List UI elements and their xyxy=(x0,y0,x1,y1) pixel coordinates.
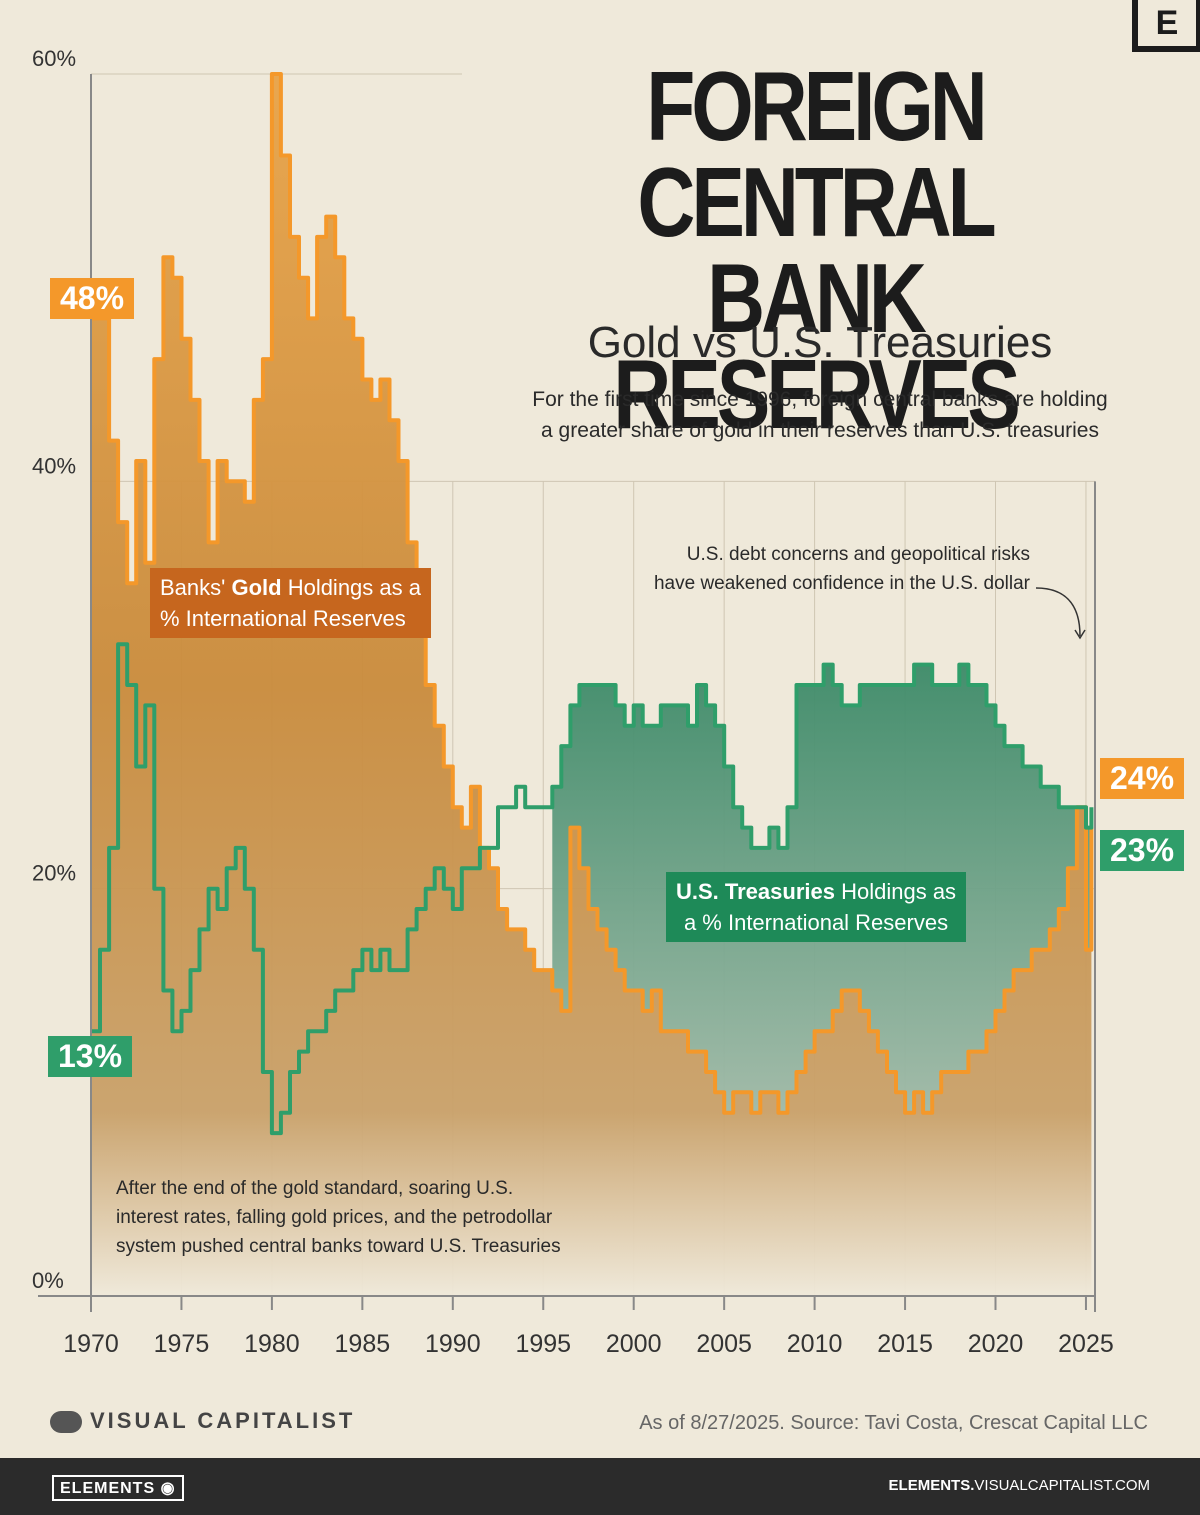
annotation-arrowhead xyxy=(1074,629,1086,640)
brand-letter: E xyxy=(1138,0,1196,46)
treasury-label-line-2: a % International Reserves xyxy=(683,910,949,935)
description: For the first time since 1996, foreign c… xyxy=(480,384,1160,446)
gold-label-pre: Banks' xyxy=(160,575,232,600)
y-tick-label: 60% xyxy=(32,46,76,71)
page-title: FOREIGN CENTRAL BANK RESERVES xyxy=(532,51,1098,449)
source-note: As of 8/27/2025. Source: Tavi Costa, Cre… xyxy=(639,1412,1148,1434)
subtitle: Gold vs U.S. Treasuries xyxy=(587,318,1053,367)
gold-series-line xyxy=(91,72,1094,1115)
y-tick-label: 40% xyxy=(32,453,76,478)
recent-annotation-line-1: U.S. debt concerns and geopolitical risk… xyxy=(686,544,1030,565)
x-tick-label: 1990 xyxy=(425,1330,481,1358)
elements-badge[interactable]: ELEMENTS ◉ xyxy=(52,1475,184,1501)
x-tick-label: 2010 xyxy=(787,1330,843,1358)
elements-badge-label: ELEMENTS xyxy=(60,1480,156,1497)
x-tick-label: 2015 xyxy=(877,1330,933,1358)
title-line-1: FOREIGN CENTRAL xyxy=(637,51,996,257)
brand-logo: E xyxy=(1132,0,1200,52)
treasury-label-bold: U.S. Treasuries xyxy=(676,879,835,904)
x-tick-label: 1975 xyxy=(154,1330,210,1358)
annotation-arrow xyxy=(1035,587,1081,637)
tick-labels: 1970 1975 1980 1985 1990 1995 2000 2005 2010 2015… xyxy=(32,46,1114,1358)
gold-label-line-2: % International Reserves xyxy=(160,606,406,631)
site-bold: ELEMENTS. xyxy=(888,1477,975,1494)
footer-bar xyxy=(0,1458,1200,1515)
x-tick-label: 1995 xyxy=(515,1330,571,1358)
description-line-2: a greater share of gold in their reserve… xyxy=(541,419,1099,442)
x-tick-label: 2005 xyxy=(696,1330,752,1358)
treasury-series-line xyxy=(91,642,1094,1136)
gold-label-post: Holdings as a xyxy=(281,575,421,600)
gold-start-value: 48% xyxy=(50,278,135,319)
description-line-1: For the first time since 1996, foreign c… xyxy=(532,388,1108,411)
x-tick-label: 2025 xyxy=(1058,1330,1114,1358)
gold-label-bold: Gold xyxy=(231,575,282,600)
y-tick-label: 0% xyxy=(32,1268,64,1293)
history-annotation: After the end of the gold standard, soar… xyxy=(116,1174,596,1261)
history-annotation-line-1: After the end of the gold standard, soar… xyxy=(116,1178,514,1199)
gold-end-value: 24% xyxy=(1100,758,1185,799)
elements-logo-icon: ◉ xyxy=(160,1480,176,1497)
treasury-label-post: Holdings as xyxy=(834,879,957,904)
visual-capitalist-brand: VISUAL CAPITALIST xyxy=(50,1408,355,1434)
treasury-start-value: 13% xyxy=(48,1036,133,1077)
site-rest: VISUALCAPITALIST.COM xyxy=(974,1477,1150,1494)
history-annotation-line-2: interest rates, falling gold prices, and… xyxy=(116,1207,553,1228)
gold-series-label: Banks' Gold Holdings as a % Internationa… xyxy=(150,568,431,638)
recent-annotation: U.S. debt concerns and geopolitical risk… xyxy=(600,540,1030,598)
x-tick-label: 1980 xyxy=(244,1330,300,1358)
treasury-series-label: U.S. Treasuries Holdings as a % Internat… xyxy=(666,872,967,942)
site-link[interactable]: ELEMENTS.VISUALCAPITALIST.COM xyxy=(889,1477,1150,1494)
brand-name: VISUAL CAPITALIST xyxy=(90,1408,356,1433)
y-tick-label: 20% xyxy=(32,861,76,886)
treasury-end-value: 23% xyxy=(1100,830,1185,871)
x-tick-label: 2000 xyxy=(606,1330,662,1358)
recent-annotation-line-2: have weakened confidence in the U.S. dol… xyxy=(653,573,1030,594)
history-annotation-line-3: system pushed central banks toward U.S. … xyxy=(116,1236,561,1257)
vc-logo-icon xyxy=(50,1411,82,1434)
x-tick-label: 1970 xyxy=(63,1330,119,1358)
title-line-2: BANK RESERVES xyxy=(613,243,1021,449)
x-tick-label: 1985 xyxy=(335,1330,391,1358)
x-tick-label: 2020 xyxy=(968,1330,1024,1358)
